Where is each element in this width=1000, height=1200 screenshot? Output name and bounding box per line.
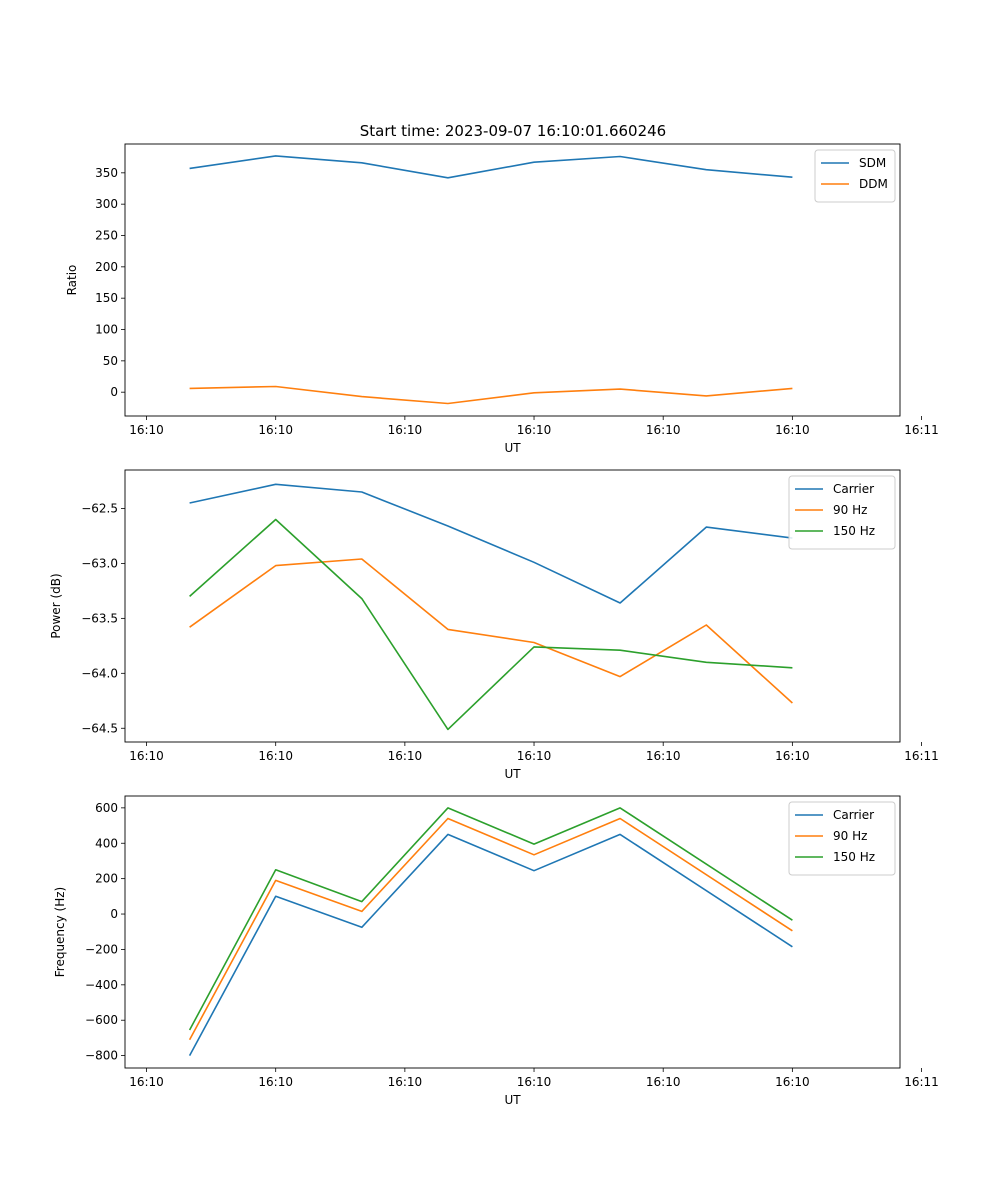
x-tick-label: 16:11 bbox=[904, 1075, 939, 1089]
series-line-90-hz bbox=[189, 558, 793, 704]
series-line-150-hz bbox=[189, 518, 793, 731]
y-tick-label: −200 bbox=[85, 942, 118, 956]
x-tick-label: 16:10 bbox=[775, 423, 810, 437]
series-line-sdm bbox=[189, 155, 793, 179]
y-tick-label: 0 bbox=[110, 907, 118, 921]
plot-frame bbox=[124, 469, 901, 743]
x-tick-label: 16:10 bbox=[775, 749, 810, 763]
y-tick-label: 200 bbox=[95, 260, 118, 274]
y-tick-label: −400 bbox=[85, 978, 118, 992]
y-axis-label: Power (dB) bbox=[49, 573, 63, 638]
series-line-carrier bbox=[189, 483, 793, 604]
legend-label: 90 Hz bbox=[833, 829, 867, 843]
legend: Carrier 90 Hz 150 Hz bbox=[788, 801, 896, 876]
y-tick-label: −63.5 bbox=[81, 611, 118, 625]
series-line-ddm bbox=[189, 385, 793, 405]
x-axis-label: UT bbox=[504, 441, 521, 455]
y-tick-label: 100 bbox=[95, 323, 118, 337]
x-tick-label: 16:11 bbox=[904, 423, 939, 437]
subplot-3: 16:10 16:10 16:10 16:10 16:10 16:10 16:11 −800 −… bbox=[53, 795, 939, 1107]
series-line-carrier bbox=[188, 833, 793, 1056]
subplot-1: 16:10 16:10 16:10 16:10 16:10 16:10 16:11 0 50 10… bbox=[65, 143, 939, 455]
x-tick-label: 16:10 bbox=[258, 749, 293, 763]
x-tick-label: 16:10 bbox=[258, 1075, 293, 1089]
x-tick-label: 16:10 bbox=[646, 1075, 681, 1089]
x-axis-label: UT bbox=[504, 767, 521, 781]
x-tick-label: 16:10 bbox=[775, 1075, 810, 1089]
x-tick-label: 16:10 bbox=[258, 423, 293, 437]
legend-label: 90 Hz bbox=[833, 503, 867, 517]
x-tick-label: 16:10 bbox=[129, 1075, 164, 1089]
x-tick-label: 16:10 bbox=[517, 749, 552, 763]
y-tick-label: 300 bbox=[95, 197, 118, 211]
x-tick-label: 16:10 bbox=[388, 423, 423, 437]
subplots: 16:10 16:10 16:10 16:10 16:10 16:10 16:11 0 50 10… bbox=[49, 143, 939, 1107]
x-tick-label: 16:10 bbox=[646, 749, 681, 763]
y-tick-label: 150 bbox=[95, 291, 118, 305]
x-tick-label: 16:10 bbox=[388, 749, 423, 763]
series-line-90-hz bbox=[188, 817, 793, 1041]
y-tick-label: 50 bbox=[103, 354, 118, 368]
y-tick-label: −63.0 bbox=[81, 556, 118, 570]
y-tick-label: −800 bbox=[85, 1049, 118, 1063]
legend-label: DDM bbox=[859, 177, 888, 191]
legend: SDM DDM bbox=[814, 149, 896, 203]
y-axis-label: Frequency (Hz) bbox=[53, 887, 67, 978]
y-tick-label: 400 bbox=[95, 836, 118, 850]
x-tick-label: 16:10 bbox=[129, 423, 164, 437]
y-tick-label: 0 bbox=[110, 385, 118, 399]
figure-title: Start time: 2023-09-07 16:10:01.660246 bbox=[360, 122, 666, 140]
x-tick-label: 16:10 bbox=[646, 423, 681, 437]
x-tick-label: 16:11 bbox=[904, 749, 939, 763]
y-tick-label: −600 bbox=[85, 1013, 118, 1027]
series-line-150-hz bbox=[188, 807, 793, 1031]
y-axis-label: Ratio bbox=[65, 265, 79, 296]
x-tick-label: 16:10 bbox=[517, 1075, 552, 1089]
legend-label: SDM bbox=[859, 156, 886, 170]
y-tick-label: 250 bbox=[95, 229, 118, 243]
legend-label: Carrier bbox=[833, 482, 874, 496]
x-tick-label: 16:10 bbox=[517, 423, 552, 437]
x-axis-label: UT bbox=[504, 1093, 521, 1107]
x-tick-label: 16:10 bbox=[129, 749, 164, 763]
y-tick-label: −64.5 bbox=[81, 721, 118, 735]
y-tick-label: −64.0 bbox=[81, 666, 118, 680]
legend-label: 150 Hz bbox=[833, 524, 875, 538]
legend-label: 150 Hz bbox=[833, 850, 875, 864]
y-tick-label: −62.5 bbox=[81, 501, 118, 515]
plot-frame bbox=[124, 143, 901, 417]
y-tick-label: 200 bbox=[95, 872, 118, 886]
legend-label: Carrier bbox=[833, 808, 874, 822]
x-tick-label: 16:10 bbox=[388, 1075, 423, 1089]
legend: Carrier 90 Hz 150 Hz bbox=[788, 475, 896, 550]
subplot-2: 16:10 16:10 16:10 16:10 16:10 16:10 16:11 −62.5… bbox=[49, 469, 939, 781]
plot-frame bbox=[124, 795, 901, 1069]
y-tick-label: 600 bbox=[95, 801, 118, 815]
y-tick-label: 350 bbox=[95, 166, 118, 180]
